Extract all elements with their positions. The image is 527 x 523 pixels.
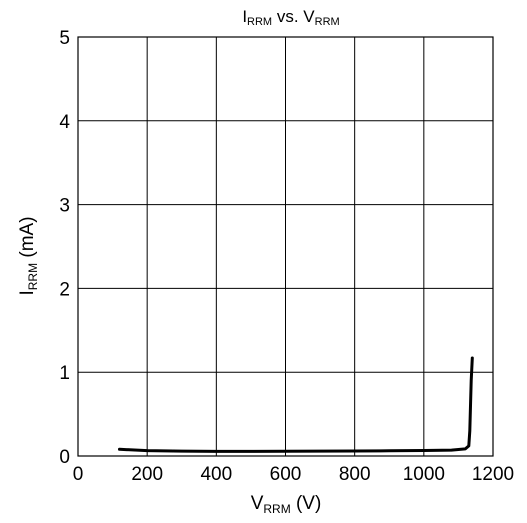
- x-axis-label: VRRM (V): [251, 493, 322, 516]
- y-tick-label: 4: [59, 112, 70, 133]
- plot-frame: [77, 36, 494, 457]
- xlabel-sub: RRM: [263, 502, 290, 516]
- title-sub: RRM: [247, 16, 272, 28]
- y-tick-label: 5: [59, 28, 70, 49]
- xlabel-rest: (V): [291, 493, 322, 514]
- grid-lines: [77, 36, 494, 457]
- x-tick-label: 800: [339, 464, 371, 485]
- x-tick-labels: 0 200 400 600 800 1000 1200: [73, 464, 514, 485]
- xlabel-main: V: [251, 493, 264, 514]
- x-tick-label: 1000: [403, 464, 445, 485]
- y-tick-labels: 0 1 2 3 4 5: [59, 28, 70, 468]
- x-tick-label: 200: [131, 464, 163, 485]
- title-sub2: RRM: [315, 16, 340, 28]
- series-line: [118, 356, 474, 453]
- x-tick-label: 1200: [472, 464, 514, 485]
- y-tick-label: 0: [59, 447, 70, 468]
- y-tick-label: 3: [59, 196, 70, 217]
- title-main: I: [242, 7, 247, 26]
- x-tick-label: 0: [73, 464, 84, 485]
- x-tick-label: 400: [200, 464, 232, 485]
- y-tick-label: 2: [59, 279, 70, 300]
- series-layer: [118, 356, 474, 453]
- ylabel-rest: (mA): [17, 216, 38, 262]
- y-tick-label: 1: [59, 363, 70, 384]
- chart-title: IRRM vs. VRRM: [242, 7, 339, 28]
- ylabel-main: I: [17, 290, 38, 295]
- x-tick-label: 600: [270, 464, 302, 485]
- y-axis-label: IRRM (mA): [17, 216, 40, 295]
- title-mid: vs. V: [272, 7, 315, 26]
- ylabel-sub: RRM: [26, 263, 40, 290]
